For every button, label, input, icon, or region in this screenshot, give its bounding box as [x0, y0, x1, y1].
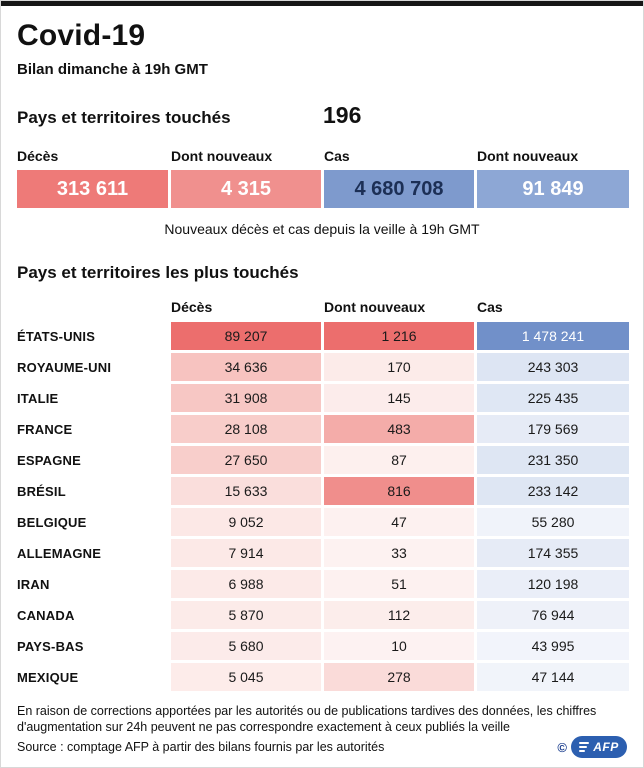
- summary-header-cas-nouveaux: Dont nouveaux: [477, 148, 579, 164]
- country-label: BRÉSIL: [17, 483, 66, 499]
- afp-speedlines-icon: [579, 742, 590, 752]
- summary-value-deces-nouveaux: 4 315: [171, 170, 321, 208]
- deces-cell: 28 108: [171, 415, 321, 443]
- countries-touched-row: Pays et territoires touchés 196: [1, 102, 643, 132]
- nouveaux-cell: 112: [324, 601, 474, 629]
- countries-table: Décès Dont nouveaux Cas ÉTATS-UNIS 89 20…: [17, 299, 629, 691]
- nouveaux-cell: 816: [324, 477, 474, 505]
- countries-touched-value: 196: [323, 102, 362, 128]
- summary-value-deces: 313 611: [17, 170, 168, 208]
- nouveaux-cell: 51: [324, 570, 474, 598]
- cas-cell: 1 478 241: [477, 322, 629, 350]
- deces-cell: 5 870: [171, 601, 321, 629]
- nouveaux-cell: 10: [324, 632, 474, 660]
- cas-cell: 231 350: [477, 446, 629, 474]
- cas-cell: 47 144: [477, 663, 629, 691]
- summary-value-row: 313 611 4 315 4 680 708 91 849: [17, 170, 629, 208]
- nouveaux-cell: 278: [324, 663, 474, 691]
- deces-cell: 89 207: [171, 322, 321, 350]
- country-label: ESPAGNE: [17, 452, 82, 468]
- country-label: CANADA: [17, 607, 75, 623]
- deces-cell: 7 914: [171, 539, 321, 567]
- deces-cell: 15 633: [171, 477, 321, 505]
- nouveaux-cell: 1 216: [324, 322, 474, 350]
- summary-block: Décès Dont nouveaux Cas Dont nouveaux 31…: [17, 148, 629, 208]
- deces-cell: 27 650: [171, 446, 321, 474]
- deces-cell: 31 908: [171, 384, 321, 412]
- correction-note: En raison de corrections apportées par l…: [17, 704, 597, 735]
- country-label: ÉTATS-UNIS: [17, 328, 96, 344]
- table-header-row: Décès Dont nouveaux Cas: [17, 299, 627, 315]
- table-header-country: [17, 299, 168, 315]
- deces-cell: 5 680: [171, 632, 321, 660]
- country-label: ALLEMAGNE: [17, 545, 102, 561]
- country-label: BELGIQUE: [17, 514, 87, 530]
- nouveaux-cell: 33: [324, 539, 474, 567]
- country-label: PAYS-BAS: [17, 638, 84, 654]
- country-label: FRANCE: [17, 421, 73, 437]
- page-subtitle: Bilan dimanche à 19h GMT: [17, 61, 208, 78]
- cas-cell: 225 435: [477, 384, 629, 412]
- summary-caption: Nouveaux décès et cas depuis la veille à…: [164, 221, 480, 237]
- country-label: ROYAUME-UNI: [17, 359, 112, 375]
- summary-header-cas: Cas: [324, 148, 350, 164]
- top-border-bar: [1, 1, 643, 6]
- afp-logo: AFP: [571, 736, 627, 758]
- summary-value-cas-nouveaux: 91 849: [477, 170, 629, 208]
- table-body: ÉTATS-UNIS 89 207 1 216 1 478 241 ROYAUM…: [17, 322, 629, 691]
- cas-cell: 243 303: [477, 353, 629, 381]
- deces-cell: 9 052: [171, 508, 321, 536]
- countries-touched-label: Pays et territoires touchés: [17, 108, 231, 127]
- nouveaux-cell: 483: [324, 415, 474, 443]
- deces-cell: 6 988: [171, 570, 321, 598]
- deces-cell: 34 636: [171, 353, 321, 381]
- table-header-cas: Cas: [477, 299, 503, 315]
- source-text: Source : comptage AFP à partir des bilan…: [17, 740, 385, 754]
- table-section-title: Pays et territoires les plus touchés: [17, 263, 299, 282]
- country-label: ITALIE: [17, 390, 59, 406]
- summary-value-cas: 4 680 708: [324, 170, 474, 208]
- table-header-nouveaux: Dont nouveaux: [324, 299, 426, 315]
- cas-cell: 233 142: [477, 477, 629, 505]
- source-row: Source : comptage AFP à partir des bilan…: [17, 736, 627, 758]
- country-label: MEXIQUE: [17, 669, 79, 685]
- cas-cell: 43 995: [477, 632, 629, 660]
- summary-header-deces-nouveaux: Dont nouveaux: [171, 148, 273, 164]
- nouveaux-cell: 47: [324, 508, 474, 536]
- nouveaux-cell: 145: [324, 384, 474, 412]
- cas-cell: 55 280: [477, 508, 629, 536]
- nouveaux-cell: 87: [324, 446, 474, 474]
- cas-cell: 76 944: [477, 601, 629, 629]
- cas-cell: 120 198: [477, 570, 629, 598]
- copyright-icon: ©: [557, 739, 567, 755]
- summary-header-deces: Décès: [17, 148, 59, 164]
- afp-credit: © AFP: [557, 736, 627, 758]
- afp-logo-text: AFP: [593, 740, 619, 754]
- summary-header-row: Décès Dont nouveaux Cas Dont nouveaux: [17, 148, 627, 164]
- table-header-deces: Décès: [171, 299, 213, 315]
- cas-cell: 179 569: [477, 415, 629, 443]
- nouveaux-cell: 170: [324, 353, 474, 381]
- cas-cell: 174 355: [477, 539, 629, 567]
- page-title: Covid-19: [17, 19, 146, 52]
- country-label: IRAN: [17, 576, 50, 592]
- deces-cell: 5 045: [171, 663, 321, 691]
